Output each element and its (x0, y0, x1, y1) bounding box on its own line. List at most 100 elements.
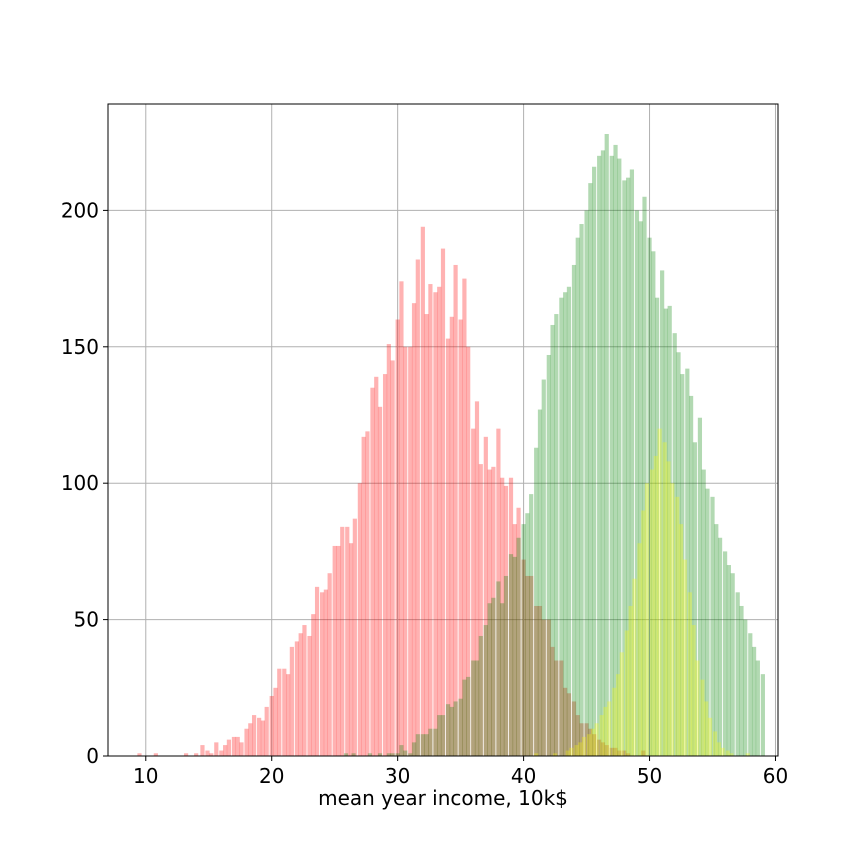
histogram-bar (541, 379, 546, 756)
histogram-bar (647, 237, 652, 756)
histogram-bar (367, 753, 373, 756)
histogram-bar (403, 346, 408, 756)
histogram-bar (707, 717, 713, 756)
histogram-bar (685, 368, 690, 756)
histogram-bar (592, 734, 597, 756)
histogram-bar (701, 469, 706, 756)
histogram-bar (565, 750, 570, 756)
histogram-series-1 (137, 226, 646, 757)
x-tick-label: 30 (385, 764, 410, 788)
histogram-bar (183, 753, 189, 756)
histogram-bar (597, 739, 602, 756)
histogram-bar (277, 668, 282, 756)
histogram-bar (657, 428, 662, 756)
x-tick-label: 20 (259, 764, 284, 788)
histogram-bar (700, 679, 705, 756)
histogram-bar (717, 537, 723, 756)
histogram-bar (609, 155, 614, 756)
histogram-bar (590, 728, 595, 756)
y-tick-label: 50 (74, 608, 99, 632)
histogram-bar (745, 753, 750, 756)
histogram-bar (676, 352, 681, 756)
histogram-bar (332, 545, 337, 756)
histogram-bar (311, 614, 316, 756)
x-axis-label: mean year income, 10k$ (318, 786, 568, 810)
histogram-bar (370, 387, 375, 756)
histogram-bar (559, 297, 564, 756)
histogram-bar (351, 753, 356, 756)
x-tick-label: 10 (133, 764, 158, 788)
histogram-bar (471, 660, 476, 756)
histogram-bar (663, 308, 669, 756)
histogram-bar (239, 742, 244, 756)
histogram-bar (340, 526, 345, 756)
histogram-bar (613, 144, 618, 756)
histogram-bar (629, 169, 635, 757)
histogram-bar (491, 597, 496, 756)
histogram-bar (466, 676, 471, 756)
histogram-bar (537, 605, 543, 756)
histogram-bar (714, 524, 719, 756)
histogram-bar (323, 589, 328, 756)
histogram-bar (348, 543, 354, 756)
histogram-bar (617, 158, 622, 756)
histogram-bar (395, 753, 400, 756)
histogram-bar (512, 524, 517, 756)
histogram-bar (599, 715, 604, 756)
histogram-bar (500, 603, 505, 756)
histogram-bar (751, 646, 757, 756)
histogram-bar (716, 742, 721, 756)
histogram-bar (320, 592, 325, 756)
histogram-bar (642, 196, 647, 756)
histogram-bar (644, 483, 650, 756)
histogram-bar (214, 742, 219, 756)
histogram-bar (235, 736, 240, 756)
histogram-bar (662, 442, 667, 756)
histogram-bar (471, 428, 476, 756)
histogram-bar (361, 436, 366, 756)
histogram-bar (667, 305, 672, 756)
histogram-bar (578, 742, 583, 756)
histogram-bar (649, 469, 655, 756)
histogram-bar (307, 635, 312, 756)
x-tick-label: 50 (637, 764, 662, 788)
histogram-bar (244, 728, 249, 756)
histogram-bar (566, 693, 572, 756)
histogram-bar (525, 575, 530, 756)
x-tick-label: 40 (511, 764, 536, 788)
histogram-bar (710, 496, 715, 756)
histogram-bar (651, 251, 656, 756)
histogram-bar (670, 483, 675, 756)
histogram-bar (314, 586, 320, 756)
histogram-bar (445, 704, 451, 756)
histogram-bar (592, 166, 597, 757)
histogram-bar (496, 428, 501, 756)
histogram-bar (594, 723, 599, 756)
histogram-bar (628, 605, 633, 756)
y-tick-label: 100 (61, 471, 99, 495)
histogram-bar (453, 264, 458, 756)
histogram-bar (357, 483, 362, 756)
y-tick-label: 200 (61, 198, 99, 222)
histogram-bar (579, 723, 584, 756)
histogram-bar (382, 374, 388, 756)
histogram-bar (390, 753, 395, 756)
histogram-bar (209, 753, 214, 756)
histogram-bar (273, 687, 278, 756)
histogram-bar (474, 660, 480, 756)
histogram-bar (689, 395, 694, 756)
histogram-bar (571, 264, 577, 756)
histogram-bar (462, 679, 467, 756)
histogram-bar (500, 477, 505, 756)
histogram-bar (365, 431, 370, 756)
histogram-bar (219, 750, 224, 756)
histogram-bar (285, 674, 291, 756)
histogram-bar (289, 646, 294, 756)
histogram-bar (248, 723, 253, 756)
histogram-bar (408, 346, 413, 756)
histogram-bar (586, 734, 592, 756)
histogram-bar (474, 401, 480, 756)
histogram-bar (386, 344, 391, 756)
histogram-bar (680, 374, 685, 756)
histogram-bar (569, 747, 574, 756)
